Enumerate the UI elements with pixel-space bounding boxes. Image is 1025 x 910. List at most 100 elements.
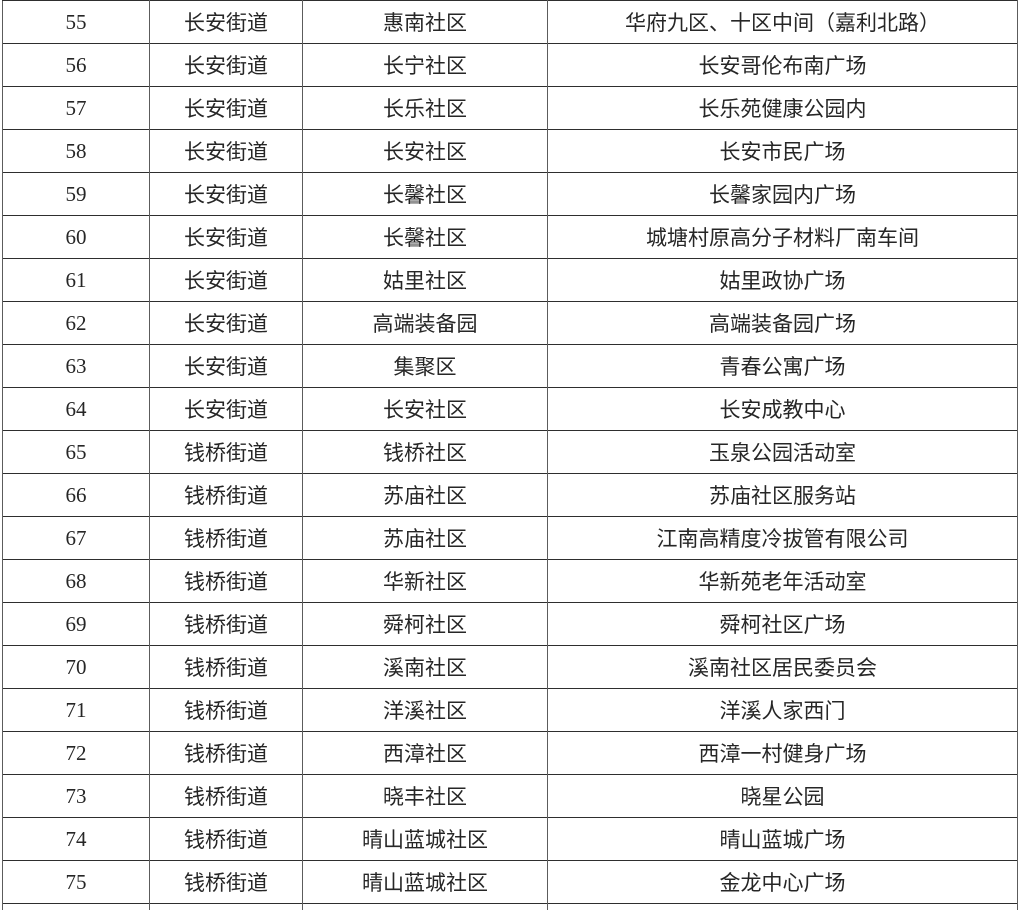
cell-street: 钱桥街道	[149, 688, 303, 732]
cell-street: 钱桥街道	[149, 860, 303, 904]
table-row: 71 钱桥街道 洋溪社区 洋溪人家西门	[2, 688, 1018, 732]
table-row: 62 长安街道 高端装备园 高端装备园广场	[2, 301, 1018, 345]
cell-street: 钱桥街道	[149, 774, 303, 818]
table-row: 72 钱桥街道 西漳社区 西漳一村健身广场	[2, 731, 1018, 775]
table-row: 57 长安街道 长乐社区 长乐苑健康公园内	[2, 86, 1018, 130]
table-row-partial	[2, 903, 1018, 910]
table-row: 61 长安街道 姑里社区 姑里政协广场	[2, 258, 1018, 302]
cell-empty	[302, 903, 548, 910]
cell-empty	[2, 903, 150, 910]
cell-community: 高端装备园	[302, 301, 548, 345]
table-row: 64 长安街道 长安社区 长安成教中心	[2, 387, 1018, 431]
cell-street: 长安街道	[149, 387, 303, 431]
table-row: 60 长安街道 长馨社区 城塘村原高分子材料厂南车间	[2, 215, 1018, 259]
cell-location: 西漳一村健身广场	[547, 731, 1018, 775]
cell-community: 晴山蓝城社区	[302, 860, 548, 904]
cell-location: 晓星公园	[547, 774, 1018, 818]
cell-location: 华新苑老年活动室	[547, 559, 1018, 603]
cell-number: 74	[2, 817, 150, 861]
cell-location: 长安市民广场	[547, 129, 1018, 173]
cell-community: 苏庙社区	[302, 516, 548, 560]
cell-community: 溪南社区	[302, 645, 548, 689]
cell-number: 68	[2, 559, 150, 603]
cell-number: 66	[2, 473, 150, 517]
table-row: 74 钱桥街道 晴山蓝城社区 晴山蓝城广场	[2, 817, 1018, 861]
cell-community: 洋溪社区	[302, 688, 548, 732]
cell-number: 55	[2, 0, 150, 44]
cell-community: 钱桥社区	[302, 430, 548, 474]
cell-number: 71	[2, 688, 150, 732]
cell-community: 集聚区	[302, 344, 548, 388]
table-row: 75 钱桥街道 晴山蓝城社区 金龙中心广场	[2, 860, 1018, 904]
cell-community: 长宁社区	[302, 43, 548, 87]
cell-street: 钱桥街道	[149, 473, 303, 517]
cell-number: 67	[2, 516, 150, 560]
cell-location: 苏庙社区服务站	[547, 473, 1018, 517]
cell-empty	[149, 903, 303, 910]
cell-number: 64	[2, 387, 150, 431]
cell-location: 长馨家园内广场	[547, 172, 1018, 216]
cell-location: 晴山蓝城广场	[547, 817, 1018, 861]
table-row: 58 长安街道 长安社区 长安市民广场	[2, 129, 1018, 173]
cell-community: 长馨社区	[302, 215, 548, 259]
cell-empty	[547, 903, 1018, 910]
cell-community: 姑里社区	[302, 258, 548, 302]
cell-number: 61	[2, 258, 150, 302]
cell-street: 钱桥街道	[149, 516, 303, 560]
cell-street: 长安街道	[149, 344, 303, 388]
cell-number: 62	[2, 301, 150, 345]
cell-location: 江南高精度冷拔管有限公司	[547, 516, 1018, 560]
cell-number: 72	[2, 731, 150, 775]
table-row: 66 钱桥街道 苏庙社区 苏庙社区服务站	[2, 473, 1018, 517]
cell-location: 高端装备园广场	[547, 301, 1018, 345]
cell-street: 钱桥街道	[149, 817, 303, 861]
cell-location: 长安成教中心	[547, 387, 1018, 431]
cell-street: 长安街道	[149, 129, 303, 173]
table-row: 59 长安街道 长馨社区 长馨家园内广场	[2, 172, 1018, 216]
cell-community: 长安社区	[302, 129, 548, 173]
cell-community: 惠南社区	[302, 0, 548, 44]
cell-location: 青春公寓广场	[547, 344, 1018, 388]
table-row: 67 钱桥街道 苏庙社区 江南高精度冷拔管有限公司	[2, 516, 1018, 560]
cell-community: 西漳社区	[302, 731, 548, 775]
cell-street: 钱桥街道	[149, 430, 303, 474]
cell-community: 华新社区	[302, 559, 548, 603]
cell-number: 73	[2, 774, 150, 818]
cell-location: 长乐苑健康公园内	[547, 86, 1018, 130]
cell-community: 晴山蓝城社区	[302, 817, 548, 861]
cell-street: 钱桥街道	[149, 731, 303, 775]
cell-street: 长安街道	[149, 86, 303, 130]
cell-number: 69	[2, 602, 150, 646]
cell-location: 长安哥伦布南广场	[547, 43, 1018, 87]
cell-community: 长乐社区	[302, 86, 548, 130]
cell-location: 舜柯社区广场	[547, 602, 1018, 646]
cell-number: 75	[2, 860, 150, 904]
cell-street: 钱桥街道	[149, 559, 303, 603]
cell-number: 59	[2, 172, 150, 216]
table-row: 68 钱桥街道 华新社区 华新苑老年活动室	[2, 559, 1018, 603]
table-row: 55 长安街道 惠南社区 华府九区、十区中间（嘉利北路）	[2, 0, 1018, 44]
cell-number: 58	[2, 129, 150, 173]
cell-number: 56	[2, 43, 150, 87]
cell-street: 钱桥街道	[149, 602, 303, 646]
cell-street: 长安街道	[149, 258, 303, 302]
cell-street: 长安街道	[149, 43, 303, 87]
cell-number: 60	[2, 215, 150, 259]
cell-number: 65	[2, 430, 150, 474]
cell-number: 70	[2, 645, 150, 689]
cell-community: 苏庙社区	[302, 473, 548, 517]
cell-location: 金龙中心广场	[547, 860, 1018, 904]
table-row: 69 钱桥街道 舜柯社区 舜柯社区广场	[2, 602, 1018, 646]
cell-location: 溪南社区居民委员会	[547, 645, 1018, 689]
cell-location: 城塘村原高分子材料厂南车间	[547, 215, 1018, 259]
cell-number: 57	[2, 86, 150, 130]
table-row: 70 钱桥街道 溪南社区 溪南社区居民委员会	[2, 645, 1018, 689]
cell-street: 长安街道	[149, 0, 303, 44]
cell-location: 华府九区、十区中间（嘉利北路）	[547, 0, 1018, 44]
cell-location: 洋溪人家西门	[547, 688, 1018, 732]
cell-community: 长安社区	[302, 387, 548, 431]
table-row: 56 长安街道 长宁社区 长安哥伦布南广场	[2, 43, 1018, 87]
